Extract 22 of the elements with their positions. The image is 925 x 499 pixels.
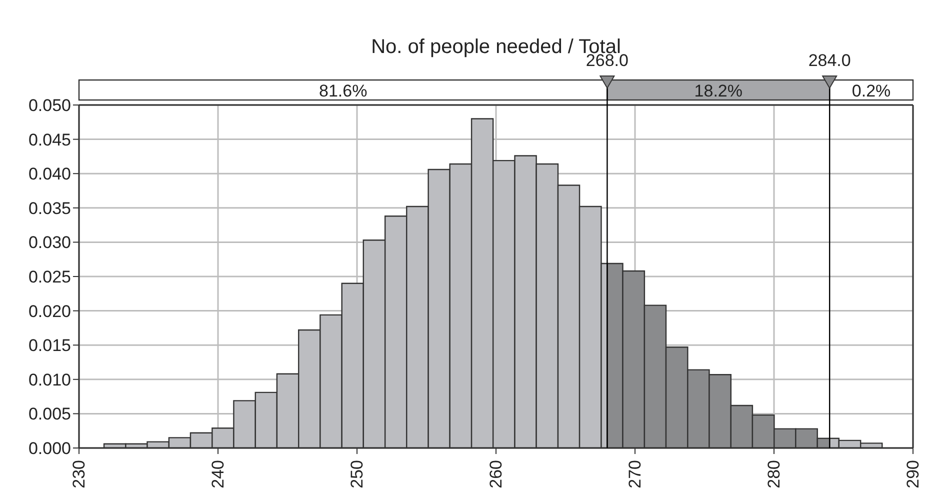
x-tick-label: 260 — [486, 460, 506, 488]
y-tick-label: 0.035 — [28, 198, 71, 218]
x-tick-label: 290 — [904, 460, 922, 488]
y-tick-label: 0.020 — [28, 302, 71, 321]
y-tick-label: 0.045 — [28, 130, 71, 150]
x-tick-label: 230 — [70, 460, 88, 488]
y-tick-label: 0.005 — [28, 404, 71, 424]
x-tick-label: 280 — [764, 460, 784, 488]
y-tick-label: 0.030 — [28, 233, 71, 252]
text: 0.2% — [852, 82, 891, 100]
x-tick-label: 240 — [208, 460, 228, 488]
y-tick-label: 0.025 — [28, 268, 71, 287]
x-tick-label: 270 — [626, 460, 644, 488]
y-tick-label: 0.040 — [28, 164, 71, 184]
text: 18.2% — [694, 82, 742, 100]
y-tick-label: 0.010 — [28, 370, 71, 390]
y-tick-label: 0.015 — [28, 336, 71, 356]
ref-line-label: 284.0 — [808, 51, 851, 70]
x-tick-label: 250 — [348, 460, 366, 488]
y-tick-label: 0.050 — [28, 96, 71, 116]
y-tick-label: 0.000 — [28, 439, 71, 458]
text: 81.6% — [319, 82, 368, 100]
